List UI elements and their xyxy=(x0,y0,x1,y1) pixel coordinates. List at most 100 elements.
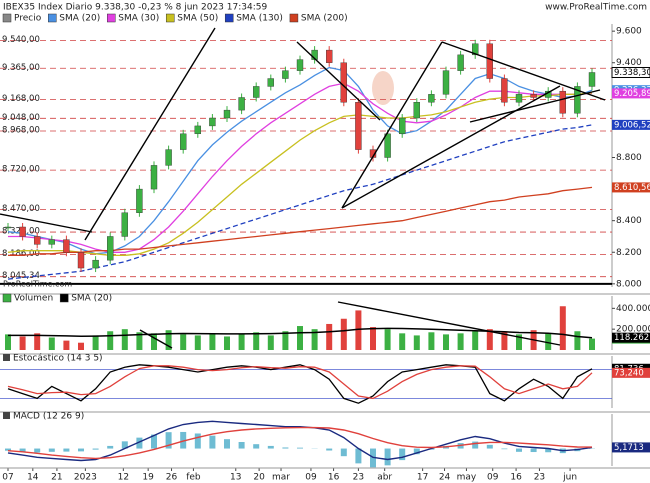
candle xyxy=(106,236,114,261)
series-line xyxy=(7,420,593,462)
histogram-bar xyxy=(180,431,187,449)
bar xyxy=(34,333,41,350)
bar xyxy=(224,336,230,350)
candle xyxy=(428,94,435,103)
legend-swatch xyxy=(2,293,12,303)
level-label: 8.186,00 xyxy=(2,249,40,259)
trendline xyxy=(469,89,601,123)
candle xyxy=(92,259,99,269)
candle xyxy=(77,252,85,269)
bar xyxy=(63,340,70,350)
x-tick-label: abr xyxy=(377,473,392,483)
series-line xyxy=(8,327,593,339)
legend-swatch xyxy=(289,13,299,23)
legend-label: SMA (200) xyxy=(301,14,348,24)
y-tick-label: 8.200 xyxy=(616,248,642,258)
x-tick-label: 23 xyxy=(353,473,364,483)
candle xyxy=(209,117,216,127)
highlight xyxy=(372,71,394,105)
candle xyxy=(530,94,537,98)
candle xyxy=(413,102,420,119)
x-tick-label: 20 xyxy=(253,473,265,483)
histogram-bar xyxy=(384,448,391,466)
candle xyxy=(282,70,289,79)
x-tick-label: 12 xyxy=(118,473,129,483)
bar xyxy=(428,332,435,350)
legend-swatch xyxy=(3,354,10,361)
candle xyxy=(48,239,55,245)
source: www.ProRealTime.com xyxy=(545,3,647,13)
y-tick-label: 8.400 xyxy=(616,216,642,226)
bar xyxy=(384,329,391,350)
candle xyxy=(165,149,172,166)
bar xyxy=(282,331,289,350)
x-tick-label: 09 xyxy=(305,473,317,483)
y-tick-label: 9.600 xyxy=(616,27,642,37)
x-tick-label: mar xyxy=(272,473,290,483)
bar xyxy=(399,333,406,350)
legend-label: SMA (50) xyxy=(177,14,218,24)
histogram-bar xyxy=(151,434,157,449)
trendline xyxy=(341,85,561,209)
histogram-bar xyxy=(19,448,26,452)
candle xyxy=(399,117,406,135)
bar xyxy=(238,334,245,350)
candle xyxy=(515,94,523,103)
bar xyxy=(501,332,508,350)
histogram-bar xyxy=(530,448,537,453)
x-tick-label: 16 xyxy=(510,473,522,483)
legend-swatch xyxy=(165,13,175,23)
series-line xyxy=(7,365,593,400)
histogram-bar xyxy=(413,448,420,455)
histogram-bar xyxy=(121,441,128,449)
histogram-bar xyxy=(194,433,201,449)
bar xyxy=(5,334,11,350)
last-value-box xyxy=(612,88,650,99)
legend-swatch xyxy=(48,13,57,23)
histogram-bar xyxy=(224,439,230,449)
level-label: 8.968,00 xyxy=(2,125,40,135)
bar xyxy=(78,342,84,350)
candle xyxy=(267,78,274,87)
bar xyxy=(253,332,260,350)
bar xyxy=(19,336,26,350)
histogram-bar xyxy=(253,444,260,449)
bar xyxy=(267,335,274,350)
bar xyxy=(486,329,493,350)
x-tick-label: 24 xyxy=(439,473,451,483)
last-value-box xyxy=(612,442,650,453)
level-label: 8.720,00 xyxy=(2,165,40,175)
histogram-bar xyxy=(486,444,493,449)
x-tick-label: jun xyxy=(562,473,577,483)
trendlines xyxy=(0,27,606,349)
x-tick-label: 23 xyxy=(534,473,545,483)
histogram-bar xyxy=(34,448,41,453)
trendline xyxy=(296,41,381,121)
x-tick-label: 09 xyxy=(487,473,499,483)
candle xyxy=(472,43,479,56)
last-value-label: 118.262 xyxy=(614,333,649,343)
y-tick-label: 200.000 xyxy=(616,325,650,335)
level-label: 9.048,00 xyxy=(2,113,40,123)
candle xyxy=(384,133,391,158)
histogram-bar xyxy=(136,437,143,449)
candle xyxy=(486,43,493,79)
last-value-label: 73,240 xyxy=(614,368,644,378)
x-tick-label: 07 xyxy=(2,473,13,483)
bar xyxy=(472,331,479,350)
last-value-box xyxy=(612,332,650,343)
candle xyxy=(326,49,333,63)
series-line xyxy=(7,92,593,257)
watermark: ProRealTime.com xyxy=(3,280,72,289)
bar xyxy=(457,333,464,350)
trendline xyxy=(441,41,606,101)
candle xyxy=(588,72,596,87)
candle xyxy=(574,86,581,114)
candle xyxy=(136,188,143,213)
x-tick-label: 26 xyxy=(166,473,178,483)
last-value-label: 9.338,30 xyxy=(614,68,650,78)
bar xyxy=(413,335,420,350)
histogram-bar xyxy=(5,448,11,451)
last-value-box xyxy=(612,119,650,130)
